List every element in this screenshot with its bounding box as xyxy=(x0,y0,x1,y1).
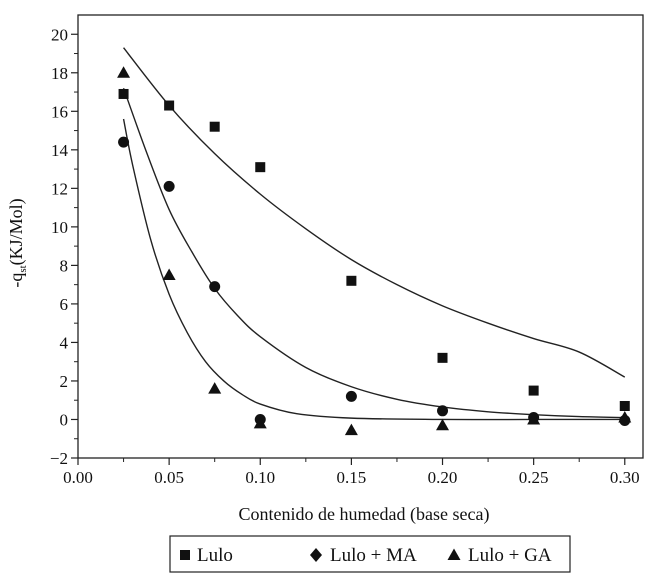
legend-box xyxy=(169,535,571,573)
plot-frame xyxy=(77,14,644,459)
data-point-square xyxy=(346,275,357,286)
x-tick-label: 0.20 xyxy=(428,468,458,487)
y-axis-label-sub: st xyxy=(17,265,29,272)
x-tick-label: 0.10 xyxy=(245,468,275,487)
legend-label: Lulo + GA xyxy=(468,545,552,566)
svg-text:-qst(KJ/Mol): -qst(KJ/Mol) xyxy=(6,198,29,287)
y-tick-label: 20 xyxy=(51,25,68,44)
data-point-square xyxy=(164,100,175,111)
data-point-square xyxy=(437,352,448,363)
data-point-circle xyxy=(209,281,221,293)
x-axis: 0.00 0.05 0.10 0.15 0.20 0.25 0.30 xyxy=(63,458,640,487)
fit-line-3 xyxy=(122,118,625,421)
legend-label: Lulo xyxy=(197,545,233,566)
data-point-triangle xyxy=(436,418,450,431)
y-axis-label: -qst(KJ/Mol) xyxy=(6,198,29,287)
x-tick-label: 0.00 xyxy=(63,468,93,487)
y-tick-label: 8 xyxy=(60,256,69,275)
data-point-triangle xyxy=(618,411,632,423)
legend-label: Lulo + MA xyxy=(330,545,417,566)
y-tick-label: 0 xyxy=(60,410,69,429)
fit-line-2 xyxy=(122,87,625,419)
data-point-circle xyxy=(118,136,130,148)
y-tick-label: 12 xyxy=(51,179,68,198)
y-tick-label: 2 xyxy=(60,372,69,391)
x-tick-label: 0.05 xyxy=(154,468,184,487)
data-point-triangle xyxy=(253,416,267,429)
data-points xyxy=(117,66,632,436)
legend-marker-triangle xyxy=(447,548,461,560)
fit-lines xyxy=(122,47,626,421)
x-tick-label: 0.25 xyxy=(519,468,549,487)
data-point-triangle xyxy=(527,412,541,425)
y-tick-label: 10 xyxy=(51,218,68,237)
y-tick-label: 18 xyxy=(51,64,68,83)
legend: Lulo Lulo + MA Lulo + GA xyxy=(169,535,571,573)
data-point-square xyxy=(118,88,129,99)
data-point-circle xyxy=(437,405,449,417)
x-axis-label: Contenido de humedad (base seca) xyxy=(239,504,490,525)
y-tick-label: 6 xyxy=(60,295,69,314)
plot-area-border xyxy=(77,14,644,459)
data-point-square xyxy=(528,385,539,396)
data-point-triangle xyxy=(208,382,222,394)
data-point-triangle xyxy=(344,423,358,436)
data-point-square xyxy=(619,400,630,411)
y-axis-label-unit: (KJ/Mol) xyxy=(6,198,27,265)
y-tick-label: 4 xyxy=(60,333,69,352)
y-axis-label-main: -q xyxy=(6,273,26,288)
fit-line-1 xyxy=(123,47,626,378)
data-point-triangle xyxy=(117,66,131,78)
y-axis: −2 0 2 4 6 8 10 12 14 16 18 20 xyxy=(50,25,78,468)
data-point-circle xyxy=(345,390,357,402)
data-point-circle xyxy=(163,180,175,192)
x-tick-label: 0.15 xyxy=(337,468,367,487)
legend-marker-square xyxy=(180,550,190,560)
data-point-square xyxy=(209,121,220,132)
y-tick-label: −2 xyxy=(50,449,68,468)
x-tick-label: 0.30 xyxy=(610,468,640,487)
y-tick-label: 14 xyxy=(51,141,69,160)
data-point-triangle xyxy=(162,268,176,281)
data-point-square xyxy=(255,162,266,173)
legend-marker-diamond xyxy=(310,548,322,562)
y-tick-label: 16 xyxy=(51,102,68,121)
